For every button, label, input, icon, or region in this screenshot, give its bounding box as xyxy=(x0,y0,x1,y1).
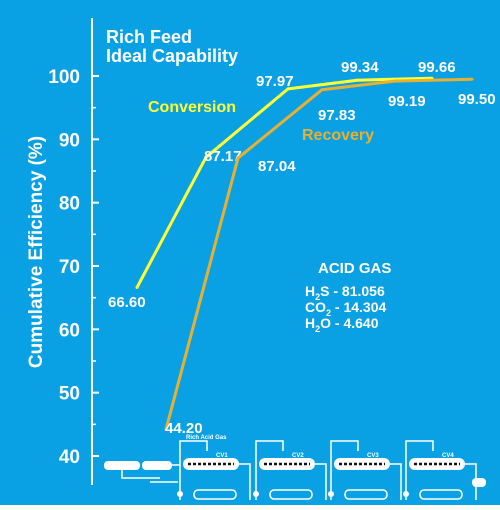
process-schematic: Rich Acid Gas CV1 CV2 CV3 CV4 xyxy=(104,435,486,500)
y-tick-label: 90 xyxy=(59,130,80,151)
process-pipe xyxy=(179,440,208,500)
y-axis-label: Cumulative Efficiency (%) xyxy=(26,136,47,368)
data-point xyxy=(236,156,240,160)
series-recovery: 44.20 87.04 97.83 99.19 99.50 xyxy=(164,77,496,437)
data-point xyxy=(355,78,359,82)
chart-subtitle: Ideal Capability xyxy=(106,46,238,66)
data-label: 87.17 xyxy=(204,148,242,165)
data-point xyxy=(320,88,324,92)
pump xyxy=(177,491,183,497)
data-label: 44.20 xyxy=(165,420,203,437)
process-pipe xyxy=(315,463,327,500)
data-label: 99.19 xyxy=(388,93,426,110)
y-tick-label: 60 xyxy=(59,320,80,341)
schematic-feed-label: Rich Acid Gas xyxy=(186,435,227,441)
pump xyxy=(403,491,409,497)
data-point xyxy=(204,155,208,159)
pump xyxy=(253,491,259,497)
converter-label: CV2 xyxy=(292,453,304,459)
converter-label: CV4 xyxy=(442,453,454,459)
y-tick-label: 80 xyxy=(59,194,80,215)
data-label: 66.60 xyxy=(108,294,146,311)
data-point xyxy=(470,77,474,81)
process-pipe xyxy=(405,440,434,500)
process-pipe xyxy=(255,440,284,500)
data-label: 99.34 xyxy=(341,59,379,76)
y-tick-label: 40 xyxy=(59,447,80,468)
condenser xyxy=(344,489,388,500)
feed-vessel xyxy=(104,461,140,470)
process-pipe xyxy=(330,440,359,500)
data-point xyxy=(393,79,397,83)
final-vessel xyxy=(472,478,486,487)
pipe xyxy=(121,470,178,483)
series-conversion: 66.60 87.17 97.97 99.34 99.66 xyxy=(108,59,456,311)
converter-label: CV3 xyxy=(367,453,379,459)
chart-title: Rich Feed xyxy=(106,27,192,47)
annotation-line: H2O - 4.640 xyxy=(305,315,379,334)
data-label: 87.04 xyxy=(258,158,296,175)
y-tick-label: 50 xyxy=(59,384,80,405)
process-pipe xyxy=(239,463,251,500)
data-point xyxy=(135,286,139,289)
annotation-line: H2S - 81.056 xyxy=(305,283,385,302)
data-label: 99.66 xyxy=(418,59,456,76)
condenser xyxy=(193,489,237,500)
series-name-conversion: Conversion xyxy=(148,99,236,116)
data-label: 97.83 xyxy=(318,107,356,124)
series-layer: 66.60 87.17 97.97 99.34 99.66 44.20 87.04 97.83… xyxy=(108,59,496,437)
converter-label: CV1 xyxy=(216,453,228,459)
condenser xyxy=(419,489,463,500)
condenser xyxy=(269,489,313,500)
series-name-recovery: Recovery xyxy=(302,127,374,144)
process-pipe xyxy=(465,463,477,500)
data-point xyxy=(164,427,168,431)
annotation-line: CO2 - 14.304 xyxy=(305,299,386,318)
y-tick-label: 70 xyxy=(59,257,80,278)
data-label: 97.97 xyxy=(256,73,294,90)
annotation-title: ACID GAS xyxy=(318,260,391,277)
data-point xyxy=(286,87,290,91)
process-pipe xyxy=(390,463,402,500)
feed-vessel xyxy=(142,461,172,470)
data-label: 99.50 xyxy=(458,91,496,108)
y-tick-label: 100 xyxy=(48,67,80,88)
pump xyxy=(328,491,334,497)
y-axis-ticks: 40 50 60 70 80 90 100 xyxy=(48,67,99,468)
